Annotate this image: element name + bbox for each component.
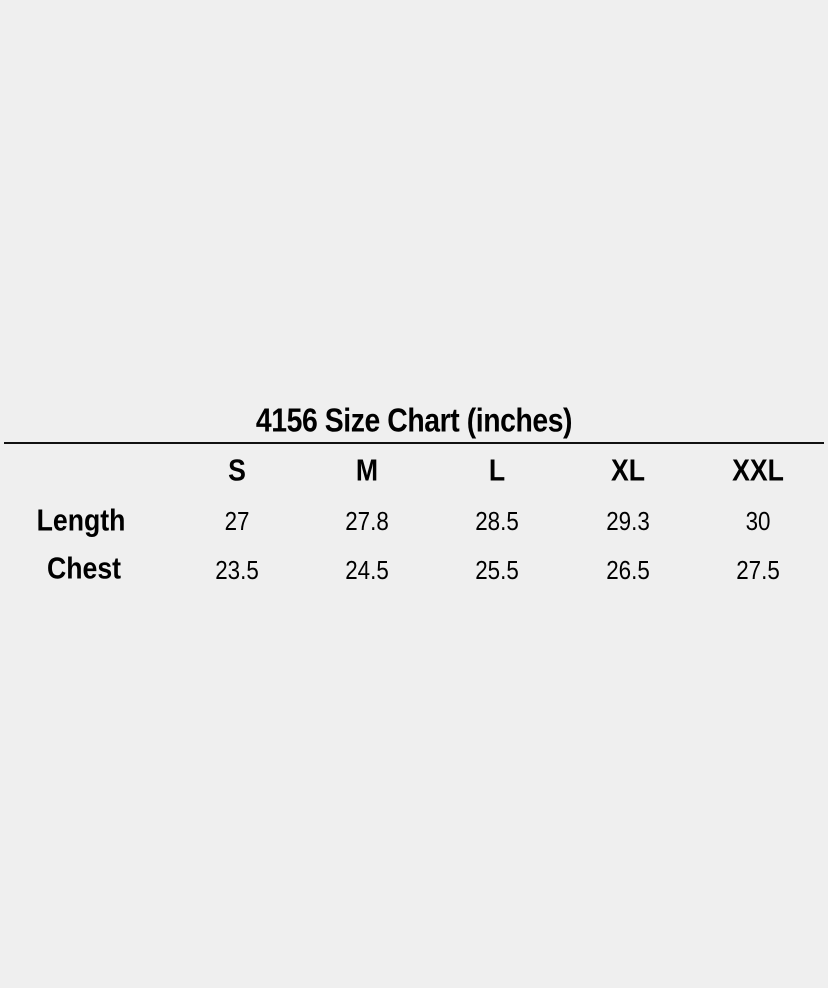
column-header-s: S — [228, 452, 246, 488]
size-chart-title: 4156 Size Chart (inches) — [255, 401, 573, 439]
table-cell: 29.3 — [606, 506, 650, 536]
column-header-xl: XL — [610, 452, 646, 488]
table-cell: 23.5 — [215, 555, 259, 585]
table-cell: 24.5 — [345, 555, 389, 585]
table-cell: 27 — [224, 506, 250, 536]
table-cell: 30 — [745, 506, 771, 536]
table-cell: 26.5 — [606, 555, 650, 585]
column-header-l: L — [488, 452, 506, 488]
table-cell: 25.5 — [475, 555, 519, 585]
row-label-length: Length — [36, 502, 126, 538]
column-header-xxl: XXL — [732, 452, 784, 488]
table-cell: 27.8 — [345, 506, 389, 536]
title-divider — [4, 442, 824, 444]
column-header-m: M — [355, 452, 379, 488]
table-cell: 28.5 — [475, 506, 519, 536]
row-label-chest: Chest — [46, 550, 122, 586]
table-cell: 27.5 — [736, 555, 780, 585]
